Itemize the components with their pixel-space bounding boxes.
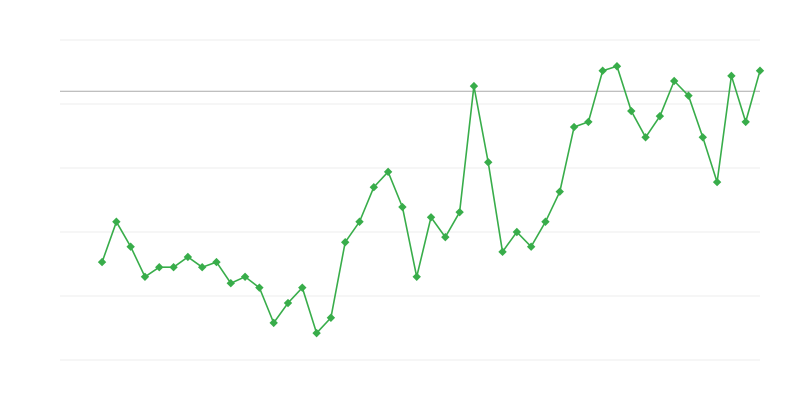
- data-point: [226, 279, 235, 288]
- data-point: [755, 66, 765, 75]
- data-point: [398, 202, 407, 212]
- data-point: [526, 242, 536, 251]
- data-point: [240, 272, 250, 281]
- data-point: [741, 117, 750, 127]
- data-point: [169, 263, 178, 272]
- data-point: [584, 117, 593, 127]
- data-point: [484, 158, 493, 167]
- data-point: [355, 217, 364, 226]
- data-point: [341, 238, 350, 247]
- data-point: [612, 62, 622, 71]
- data-point: [269, 318, 278, 328]
- data-point: [655, 111, 665, 121]
- data-point: [197, 263, 207, 272]
- data-point: [684, 91, 693, 100]
- data-point: [426, 213, 436, 222]
- data-point: [569, 122, 579, 132]
- data-point: [298, 283, 307, 292]
- data-point: [541, 217, 550, 226]
- data-point: [283, 298, 293, 308]
- data-point: [455, 207, 464, 217]
- data-point: [627, 106, 636, 116]
- data-point: [97, 257, 107, 267]
- data-point: [112, 217, 121, 226]
- data-point: [212, 257, 221, 267]
- data-point: [412, 272, 421, 281]
- data-point: [512, 227, 522, 237]
- data-point: [155, 263, 164, 272]
- data-point: [255, 283, 264, 292]
- data-point: [641, 133, 650, 142]
- data-point: [469, 81, 479, 91]
- data-point: [598, 66, 607, 75]
- data-point: [441, 232, 450, 242]
- data-point: [326, 313, 336, 322]
- data-point: [383, 167, 393, 177]
- data-point: [669, 76, 679, 86]
- data-point: [555, 187, 564, 196]
- data-point: [126, 242, 135, 251]
- data-point: [698, 133, 707, 142]
- data-point: [727, 71, 736, 81]
- data-point: [712, 177, 722, 187]
- data-point: [498, 247, 507, 257]
- series-line: [101, 65, 761, 335]
- data-point: [369, 183, 379, 192]
- data-point: [183, 252, 193, 262]
- data-point: [140, 272, 150, 281]
- data-point: [312, 328, 321, 338]
